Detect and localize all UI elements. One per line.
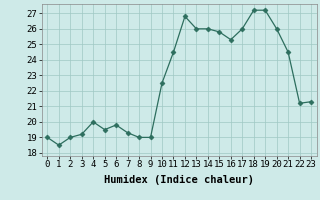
X-axis label: Humidex (Indice chaleur): Humidex (Indice chaleur) <box>104 175 254 185</box>
